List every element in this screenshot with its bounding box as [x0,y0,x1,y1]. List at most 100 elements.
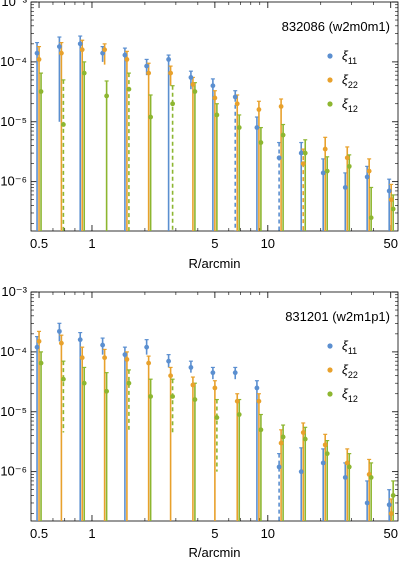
data-point [276,155,282,161]
data-point [60,122,66,127]
data-point [386,188,392,194]
data-point [254,385,260,391]
data-point [102,47,108,53]
data-point [276,464,282,470]
chart-panel-2: 0.5 1 5 10 50 10⁻⁶ 10⁻⁵ 10⁻⁴ 10⁻³ R/arcmin 831201 … [0,284,399,560]
data-point [232,94,238,100]
data-point [322,442,328,448]
y-tick-label: 10⁻³ [1,284,27,299]
legend-subscript: 11 [348,346,357,356]
data-point [122,52,128,58]
data-point [168,373,174,379]
data-point [390,206,396,212]
data-point [58,340,64,346]
x-tick-label: 0.5 [30,236,48,251]
y-tick-label: 10⁻⁴ [0,54,27,69]
data-point [104,388,110,394]
y-tick-label: 10⁻⁵ [0,404,27,419]
data-point [104,93,110,99]
data-point [324,168,330,174]
data-point [122,352,128,358]
data-point [364,174,370,180]
data-point [81,70,87,76]
data-point [388,197,394,203]
data-point [368,215,374,221]
legend-marker [327,101,333,107]
data-point [346,163,352,169]
x-tick-label: 0.5 [30,526,48,541]
data-point [236,412,242,417]
legend-subscript: 11 [348,56,357,66]
y-tick-label: 10⁻³ [1,0,27,9]
data-point [166,358,172,364]
data-point [102,355,108,361]
x-tick-label: 50 [383,526,397,541]
panel-label: 832086 (w2m0m1) [282,19,390,34]
legend-marker [327,343,333,349]
legend-subscript: 12 [348,104,358,114]
legend-entry: ξ22 [342,362,358,380]
data-point [214,112,220,118]
data-point [210,370,216,376]
data-point [320,460,326,466]
legend-symbol: ξ [342,96,349,111]
data-point [236,125,242,130]
data-point [234,101,240,107]
data-point [56,328,62,334]
legend-marker [327,53,333,59]
data-point [234,398,240,404]
data-point [36,57,42,62]
data-point [144,344,150,350]
x-tick-label: 50 [383,236,397,251]
data-point [212,95,218,101]
data-point [368,475,374,480]
data-point [170,394,176,399]
data-point [320,170,326,176]
data-point [256,107,262,112]
legend-symbol: ξ [342,338,349,353]
chart-panel-1: 0.5 1 5 10 50 10⁻⁶ 10⁻⁵ 10⁻⁴ 10⁻³ R/arcmin 832086 … [0,0,399,271]
y-tick-label: 10⁻⁶ [0,174,27,189]
data-point [302,436,308,442]
legend-subscript: 22 [348,370,358,380]
panel-label: 831201 (w2m1p1) [285,309,390,324]
data-point [322,146,328,152]
x-tick-label: 10 [261,236,275,251]
data-point [190,382,196,388]
x-tick-label: 1 [88,236,95,251]
data-point [256,398,262,404]
data-point [38,89,44,94]
x-tick-label: 5 [211,236,218,251]
data-point [388,511,394,516]
x-tick-label: 5 [211,526,218,541]
data-point [344,460,350,466]
data-point [77,41,83,47]
data-point [212,385,218,391]
data-point [342,475,348,480]
data-point [366,168,372,174]
data-point [56,44,62,49]
data-point [298,150,304,156]
legend-entry: ξ22 [342,72,358,90]
data-point [298,469,304,475]
data-point [324,451,330,457]
data-point [79,47,85,53]
x-axis-label: R/arcmin [188,545,240,560]
data-point [210,83,216,89]
legend-marker [327,391,333,397]
data-point [280,434,286,440]
y-tick-label: 10⁻⁴ [0,344,27,359]
legend-symbol: ξ [342,386,349,401]
data-point [342,185,348,190]
data-point [144,63,150,69]
data-point [390,493,396,498]
legend-symbol: ξ [342,48,349,63]
x-axis-label: R/arcmin [188,256,240,271]
legend-entry: ξ12 [342,386,358,404]
data-point [364,500,370,506]
y-tick-label: 10⁻⁵ [0,114,27,129]
data-point [34,344,40,350]
data-point [344,155,350,161]
